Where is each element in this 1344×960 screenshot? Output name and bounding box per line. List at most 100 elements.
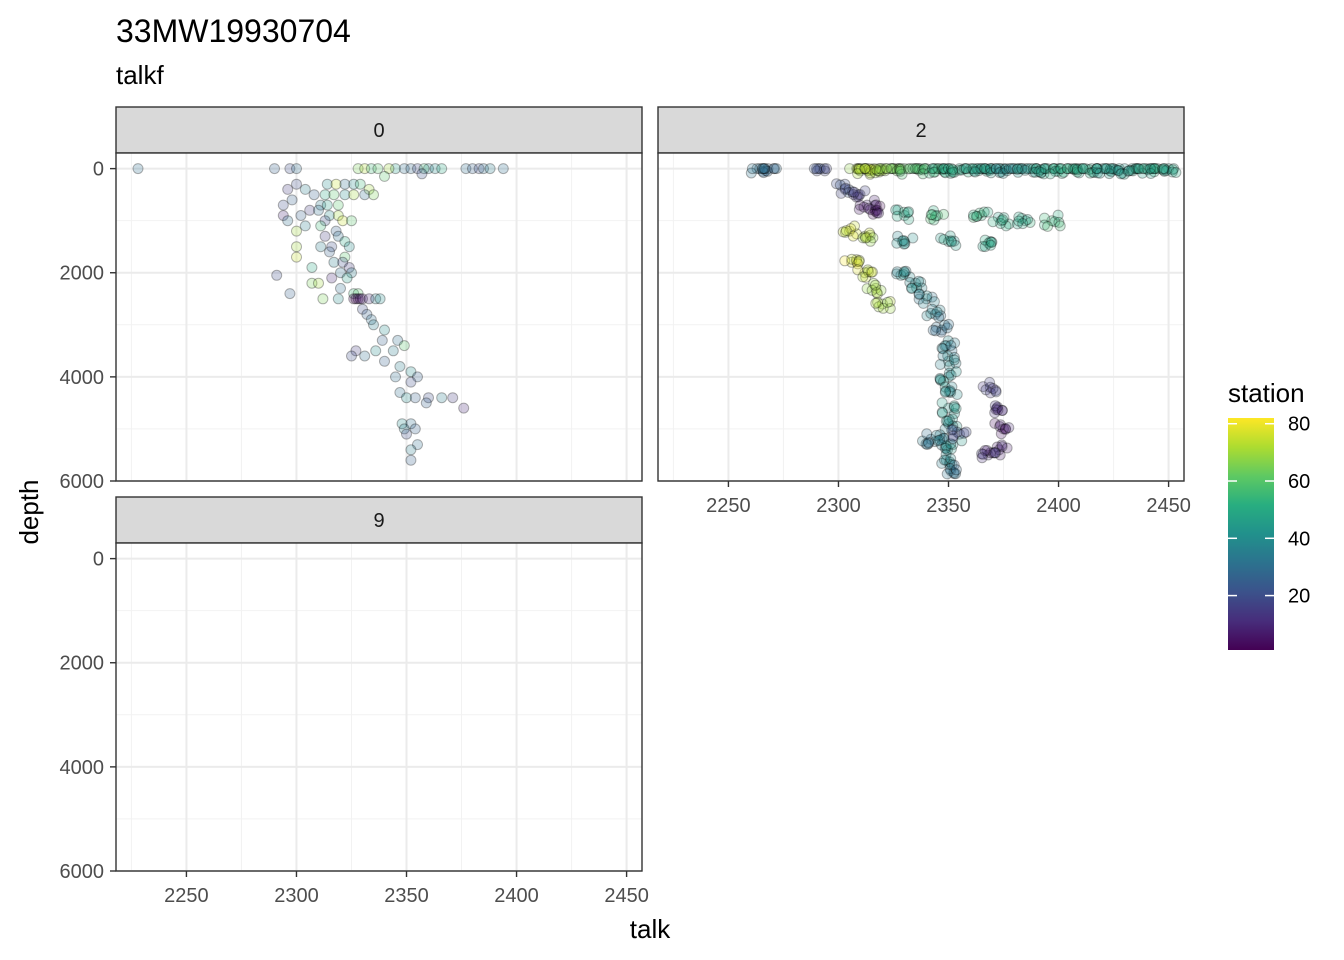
data-point — [1166, 166, 1178, 178]
data-point — [847, 186, 859, 198]
data-point — [1075, 163, 1087, 175]
data-point — [965, 163, 976, 175]
data-point — [946, 236, 957, 248]
data-point — [976, 448, 988, 460]
data-point — [979, 234, 991, 246]
data-point — [835, 187, 847, 199]
data-point — [945, 387, 957, 398]
data-point — [925, 209, 937, 221]
panel-border — [115, 152, 643, 482]
data-point — [994, 163, 1006, 175]
y-tick-label: 0 — [93, 159, 104, 181]
data-point — [1149, 163, 1161, 175]
data-point — [1163, 163, 1175, 175]
data-point — [910, 277, 921, 289]
data-point — [866, 164, 878, 176]
data-point — [1000, 163, 1012, 175]
data-point — [979, 445, 991, 456]
data-point — [1107, 163, 1118, 175]
data-point — [757, 165, 769, 177]
data-point — [352, 288, 364, 300]
data-point — [936, 439, 948, 451]
data-point — [1035, 167, 1047, 179]
data-point — [1091, 163, 1103, 175]
panel-background — [116, 153, 642, 481]
data-point — [858, 201, 870, 213]
data-point — [977, 381, 989, 393]
data-point — [359, 189, 371, 201]
x-tick-label: 2400 — [494, 885, 539, 907]
data-point — [813, 163, 825, 175]
data-point — [811, 163, 823, 175]
data-point — [934, 373, 946, 384]
data-point — [936, 324, 948, 336]
data-point — [1083, 164, 1095, 176]
data-point — [870, 199, 882, 211]
data-point — [942, 350, 954, 362]
data-point — [837, 226, 849, 238]
data-point — [376, 334, 388, 346]
data-point — [865, 266, 877, 278]
data-point — [1016, 163, 1028, 175]
data-point — [950, 403, 962, 415]
legend-tick-label: 40 — [1288, 528, 1310, 550]
data-point — [808, 163, 820, 175]
data-point — [863, 202, 875, 214]
data-point — [947, 424, 959, 436]
data-point — [932, 163, 943, 175]
x-tick-label: 2300 — [816, 495, 861, 517]
data-point — [1042, 163, 1053, 175]
data-point — [308, 189, 320, 201]
data-point — [917, 168, 929, 180]
data-point — [1003, 218, 1015, 230]
data-point — [947, 413, 958, 425]
data-point — [1001, 165, 1013, 177]
data-point — [870, 297, 882, 309]
data-point — [354, 293, 366, 305]
data-point — [1035, 164, 1047, 176]
data-point — [946, 424, 958, 436]
data-point — [852, 168, 864, 180]
data-point — [873, 301, 885, 313]
data-point — [994, 167, 1006, 179]
data-point — [313, 204, 324, 216]
data-point — [1158, 163, 1170, 175]
data-point — [995, 218, 1006, 229]
data-point — [861, 199, 873, 211]
data-point — [840, 225, 852, 237]
data-point — [968, 211, 979, 223]
data-point — [944, 456, 956, 468]
data-point — [898, 206, 910, 218]
data-point — [946, 165, 958, 177]
data-point — [939, 167, 951, 179]
data-point — [939, 442, 951, 454]
data-point — [394, 361, 406, 372]
data-point — [929, 163, 941, 175]
data-point — [352, 293, 364, 305]
data-point — [1091, 163, 1103, 175]
data-point — [990, 385, 1002, 396]
data-point — [895, 269, 907, 281]
data-point — [1030, 163, 1042, 175]
data-point — [1123, 165, 1135, 177]
data-point — [973, 165, 985, 177]
data-point — [989, 400, 1001, 412]
data-point — [346, 215, 357, 227]
data-point — [398, 163, 410, 175]
data-point — [359, 163, 371, 175]
data-point — [1052, 165, 1064, 177]
data-point — [867, 208, 879, 220]
data-point — [972, 163, 984, 175]
data-point — [1016, 212, 1028, 224]
data-point — [929, 166, 941, 178]
data-point — [1092, 163, 1104, 175]
data-point — [1116, 167, 1128, 179]
data-point — [1147, 163, 1159, 175]
data-point — [271, 269, 283, 281]
data-point — [423, 163, 434, 175]
data-point — [938, 208, 950, 220]
data-point — [1016, 163, 1028, 175]
data-point — [945, 163, 957, 175]
data-points — [132, 163, 509, 466]
data-point — [1012, 163, 1024, 175]
